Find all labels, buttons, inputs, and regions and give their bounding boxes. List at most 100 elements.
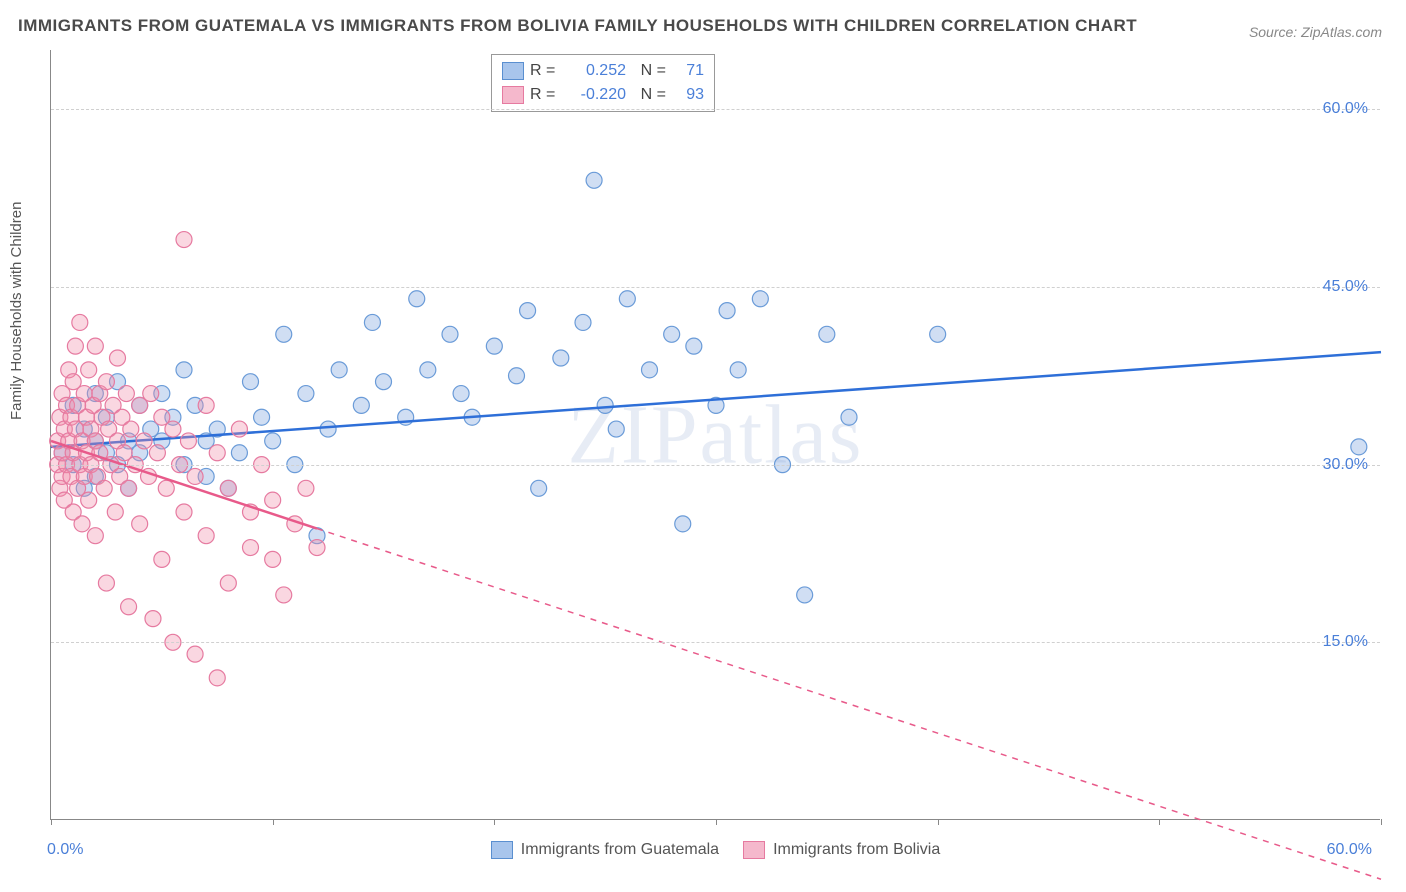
data-point (841, 409, 857, 425)
data-point (87, 528, 103, 544)
legend-n-label: N = (632, 83, 666, 107)
data-point (176, 362, 192, 378)
data-point (608, 421, 624, 437)
legend-label: Immigrants from Bolivia (773, 841, 940, 859)
data-point (209, 670, 225, 686)
data-point (276, 326, 292, 342)
data-point (719, 303, 735, 319)
data-point (165, 421, 181, 437)
data-point (98, 575, 114, 591)
data-point (586, 172, 602, 188)
data-point (145, 611, 161, 627)
data-point (149, 445, 165, 461)
data-point (72, 314, 88, 330)
data-point (136, 433, 152, 449)
legend-row-bolivia: R = -0.220 N = 93 (502, 83, 704, 107)
legend-swatch-guatemala (502, 62, 524, 80)
data-point (298, 480, 314, 496)
ytick-label: 15.0% (1323, 633, 1368, 651)
data-point (420, 362, 436, 378)
legend-n-value-guatemala: 71 (672, 59, 704, 83)
legend-r-value-guatemala: 0.252 (566, 59, 626, 83)
gridline (51, 465, 1380, 466)
legend-label: Immigrants from Guatemala (521, 841, 719, 859)
data-point (180, 433, 196, 449)
scatter-plot-svg (51, 50, 1380, 819)
gridline (51, 287, 1380, 288)
data-point (453, 386, 469, 402)
trend-line-extension (317, 529, 1381, 880)
data-point (220, 480, 236, 496)
data-point (110, 350, 126, 366)
data-point (158, 480, 174, 496)
xtick (716, 819, 717, 825)
xtick (51, 819, 52, 825)
legend-item-guatemala: Immigrants from Guatemala (491, 841, 719, 859)
data-point (231, 421, 247, 437)
xtick (1381, 819, 1382, 825)
data-point (176, 232, 192, 248)
data-point (730, 362, 746, 378)
ytick-label: 45.0% (1323, 278, 1368, 296)
data-point (597, 397, 613, 413)
data-point (265, 433, 281, 449)
data-point (686, 338, 702, 354)
series-legend: Immigrants from Guatemala Immigrants fro… (51, 841, 1380, 859)
x-axis-max-label: 60.0% (1327, 841, 1372, 859)
data-point (96, 480, 112, 496)
data-point (265, 551, 281, 567)
data-point (553, 350, 569, 366)
data-point (121, 480, 137, 496)
legend-r-label: R = (530, 83, 560, 107)
data-point (98, 374, 114, 390)
data-point (1351, 439, 1367, 455)
ytick-label: 60.0% (1323, 100, 1368, 118)
legend-n-label: N = (632, 59, 666, 83)
data-point (276, 587, 292, 603)
data-point (176, 504, 192, 520)
data-point (752, 291, 768, 307)
data-point (409, 291, 425, 307)
data-point (121, 599, 137, 615)
data-point (309, 540, 325, 556)
data-point (353, 397, 369, 413)
legend-r-value-bolivia: -0.220 (566, 83, 626, 107)
gridline (51, 109, 1380, 110)
data-point (187, 646, 203, 662)
data-point (797, 587, 813, 603)
legend-swatch-bolivia (502, 86, 524, 104)
data-point (143, 386, 159, 402)
data-point (575, 314, 591, 330)
x-axis-min-label: 0.0% (47, 841, 83, 859)
legend-n-value-bolivia: 93 (672, 83, 704, 107)
legend-item-bolivia: Immigrants from Bolivia (743, 841, 940, 859)
y-axis-label: Family Households with Children (8, 202, 25, 420)
data-point (81, 492, 97, 508)
data-point (520, 303, 536, 319)
data-point (118, 386, 134, 402)
data-point (209, 445, 225, 461)
data-point (509, 368, 525, 384)
data-point (675, 516, 691, 532)
data-point (298, 386, 314, 402)
xtick (938, 819, 939, 825)
data-point (442, 326, 458, 342)
data-point (376, 374, 392, 390)
data-point (87, 338, 103, 354)
data-point (664, 326, 680, 342)
data-point (154, 551, 170, 567)
chart-title: IMMIGRANTS FROM GUATEMALA VS IMMIGRANTS … (18, 16, 1137, 36)
ytick-label: 30.0% (1323, 456, 1368, 474)
data-point (619, 291, 635, 307)
xtick (494, 819, 495, 825)
data-point (198, 528, 214, 544)
data-point (243, 374, 259, 390)
gridline (51, 642, 1380, 643)
data-point (819, 326, 835, 342)
correlation-legend: R = 0.252 N = 71 R = -0.220 N = 93 (491, 54, 715, 112)
data-point (642, 362, 658, 378)
data-point (331, 362, 347, 378)
data-point (320, 421, 336, 437)
source-label: Source: ZipAtlas.com (1249, 24, 1382, 40)
trend-line (51, 352, 1381, 447)
